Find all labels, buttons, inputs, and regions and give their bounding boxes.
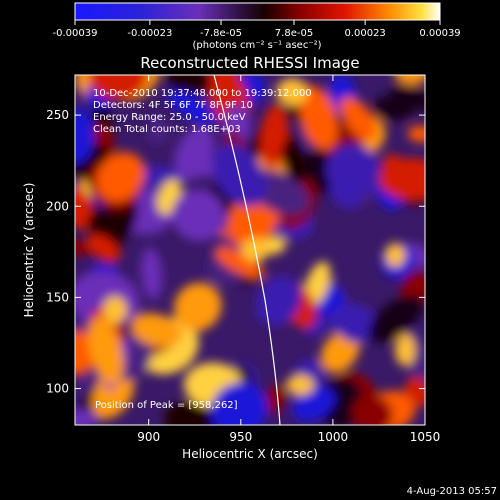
y-tick-label: 250 [46,108,69,122]
y-tick-label: 150 [46,290,69,304]
heatmap-blob-bright [385,243,405,267]
heatmap-blob-bright [103,296,127,324]
plot-area: 900 950 1000 1050 100 150 200 250 [46,74,440,444]
heatmap-blob [339,96,377,140]
peak-position-label: Position of Peak = [958,262] [95,400,238,411]
chart-title: Reconstructed RHESSI Image [140,54,359,72]
heatmap-blob-bright [286,375,314,395]
annotation-energy-range: Energy Range: 25.0 - 50.0 keV [93,112,246,123]
heatmap-blob [166,75,212,92]
x-tick-label: 1050 [410,430,441,444]
heatmap-blob [390,85,425,114]
heatmap-blob [92,368,135,419]
x-tick-label: 900 [137,430,160,444]
axis-ticks: 900 950 1000 1050 100 150 200 250 [46,75,440,444]
colorbar-tick-label: 7.8e-05 [275,28,313,39]
colorbar-tick-label: -0.00039 [53,28,98,39]
heatmap-blob [141,247,163,300]
heatmap-blob [328,304,374,335]
heatmap-blob [299,86,339,150]
annotation-block: 10-Dec-2010 19:37:48.000 to 19:39:12.000… [93,88,312,135]
heatmap-blob [352,394,393,425]
heatmap-blob [328,183,361,210]
heatmap-blob [86,215,120,247]
heatmap-blob [96,152,145,202]
heatmap-blob [264,384,286,413]
heatmap-blob [393,75,425,85]
date-stamp: 4-Aug-2013 05:57 [407,486,497,497]
colorbar-tick-label: 0.00023 [344,28,385,39]
heatmap-blob [405,377,425,407]
colorbar: -0.00039 -0.00023 -7.8e-05 7.8e-05 0.00023 0.… [53,2,461,51]
colorbar-frame [74,2,441,21]
heatmap-blob [167,90,218,125]
heatmap-blob [75,331,98,375]
colorbar-tick-label: -7.8e-05 [200,28,242,39]
y-tick-label: 100 [46,382,69,396]
colorbar-gradient [75,3,440,20]
y-axis-label: Heliocentric Y (arcsec) [22,183,36,318]
heatmap-blob [292,387,336,422]
heatmap-blob [88,75,148,100]
annotation-time-range: 10-Dec-2010 19:37:48.000 to 19:39:12.000 [93,88,312,99]
heatmap-blob [75,107,95,164]
heatmap-blob [259,104,289,168]
x-tick-label: 950 [229,430,252,444]
heatmap-blob [130,313,183,348]
heatmap-blob [145,116,169,144]
colorbar-ticks: -0.00039 -0.00023 -7.8e-05 7.8e-05 0.00023 0.… [53,20,461,39]
colorbar-tick-label: 0.00039 [419,28,460,39]
heatmap-blob [87,317,124,384]
heatmap-field [75,75,425,425]
heatmap-blob [378,157,425,201]
heatmap-blob-bright [395,334,415,366]
heatmap-blob [210,382,268,425]
x-axis-label: Heliocentric X (arcsec) [182,447,318,461]
y-tick-label: 200 [46,199,69,213]
solar-limb-line [213,75,281,425]
heatmap-blob [75,235,92,256]
heatmap-blob [171,189,226,242]
heatmap-blob [75,408,98,425]
heatmap-blob [163,401,226,425]
heatmap-blob [173,282,222,332]
plot-frame [74,74,426,426]
colorbar-units-label: (photons cm⁻² s⁻¹ asec⁻²) [192,40,321,51]
heatmap-blob-bright [276,78,308,106]
heatmap-blob [214,247,265,279]
heatmap-blob [368,294,424,343]
annotation-clean-counts: Clean Total counts: 1.68E+03 [93,124,241,135]
heatmap-blob [281,140,307,183]
heatmap-blob [86,234,121,263]
annotation-detectors: Detectors: 4F 5F 6F 7F 8F 9F 10 [93,100,253,111]
heatmap-blob [407,125,425,143]
x-tick-label: 1000 [318,430,349,444]
colorbar-tick-label: -0.00023 [127,28,172,39]
